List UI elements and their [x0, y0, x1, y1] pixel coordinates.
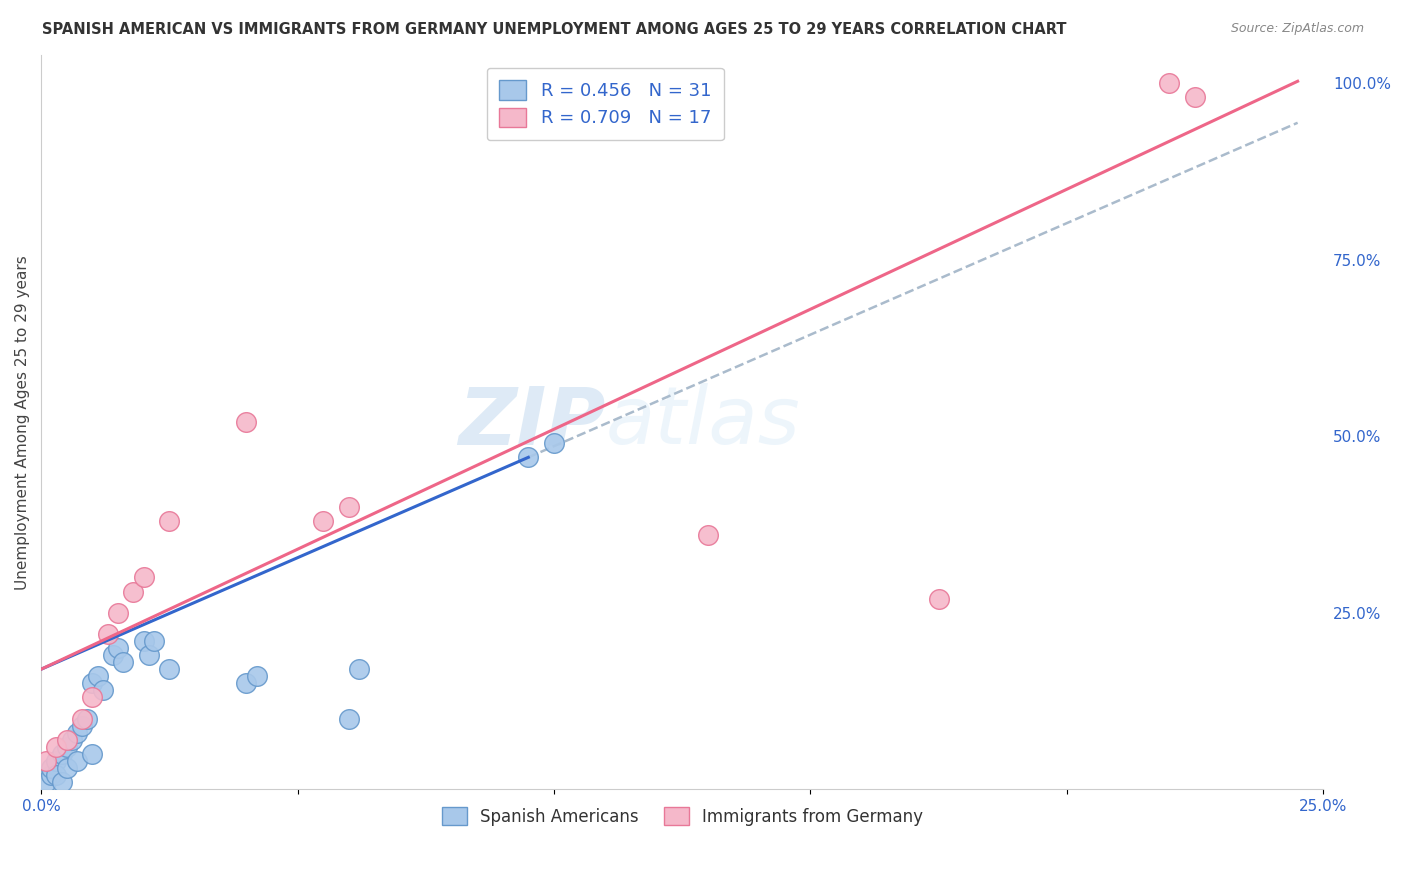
- Point: [45, 754, 67, 768]
- Point: [1159, 76, 1181, 90]
- Point: [55, 761, 77, 775]
- Text: atlas: atlas: [605, 384, 800, 461]
- Point: [60, 732, 83, 747]
- Point: [55, 739, 77, 754]
- Point: [97, 627, 120, 641]
- Point: [82, 747, 104, 761]
- Point: [122, 584, 145, 599]
- Point: [112, 655, 135, 669]
- Point: [235, 415, 257, 429]
- Point: [86, 669, 108, 683]
- Point: [51, 775, 73, 789]
- Point: [35, 775, 58, 789]
- Point: [45, 768, 67, 782]
- Point: [132, 570, 155, 584]
- Point: [66, 754, 89, 768]
- Point: [55, 732, 77, 747]
- Point: [138, 648, 160, 662]
- Point: [70, 712, 93, 726]
- Point: [312, 514, 335, 528]
- Point: [82, 690, 104, 705]
- Point: [157, 514, 180, 528]
- Y-axis label: Unemployment Among Ages 25 to 29 years: Unemployment Among Ages 25 to 29 years: [15, 255, 30, 590]
- Point: [337, 712, 360, 726]
- Point: [41, 761, 63, 775]
- Point: [142, 634, 165, 648]
- Point: [928, 591, 950, 606]
- Point: [1184, 90, 1206, 104]
- Point: [245, 669, 267, 683]
- Point: [517, 450, 540, 465]
- Point: [235, 676, 257, 690]
- Point: [41, 768, 63, 782]
- Point: [76, 712, 98, 726]
- Point: [107, 606, 129, 620]
- Legend: Spanish Americans, Immigrants from Germany: Spanish Americans, Immigrants from Germa…: [432, 797, 932, 836]
- Point: [107, 641, 129, 656]
- Point: [696, 528, 718, 542]
- Point: [82, 676, 104, 690]
- Point: [51, 747, 73, 761]
- Text: ZIP: ZIP: [458, 384, 605, 461]
- Point: [45, 739, 67, 754]
- Point: [35, 754, 58, 768]
- Point: [132, 634, 155, 648]
- Point: [66, 725, 89, 739]
- Text: SPANISH AMERICAN VS IMMIGRANTS FROM GERMANY UNEMPLOYMENT AMONG AGES 25 TO 29 YEA: SPANISH AMERICAN VS IMMIGRANTS FROM GERM…: [42, 22, 1067, 37]
- Point: [543, 436, 565, 450]
- Point: [91, 683, 114, 698]
- Point: [347, 662, 370, 676]
- Text: Source: ZipAtlas.com: Source: ZipAtlas.com: [1230, 22, 1364, 36]
- Point: [337, 500, 360, 514]
- Point: [101, 648, 124, 662]
- Point: [157, 662, 180, 676]
- Point: [70, 719, 93, 733]
